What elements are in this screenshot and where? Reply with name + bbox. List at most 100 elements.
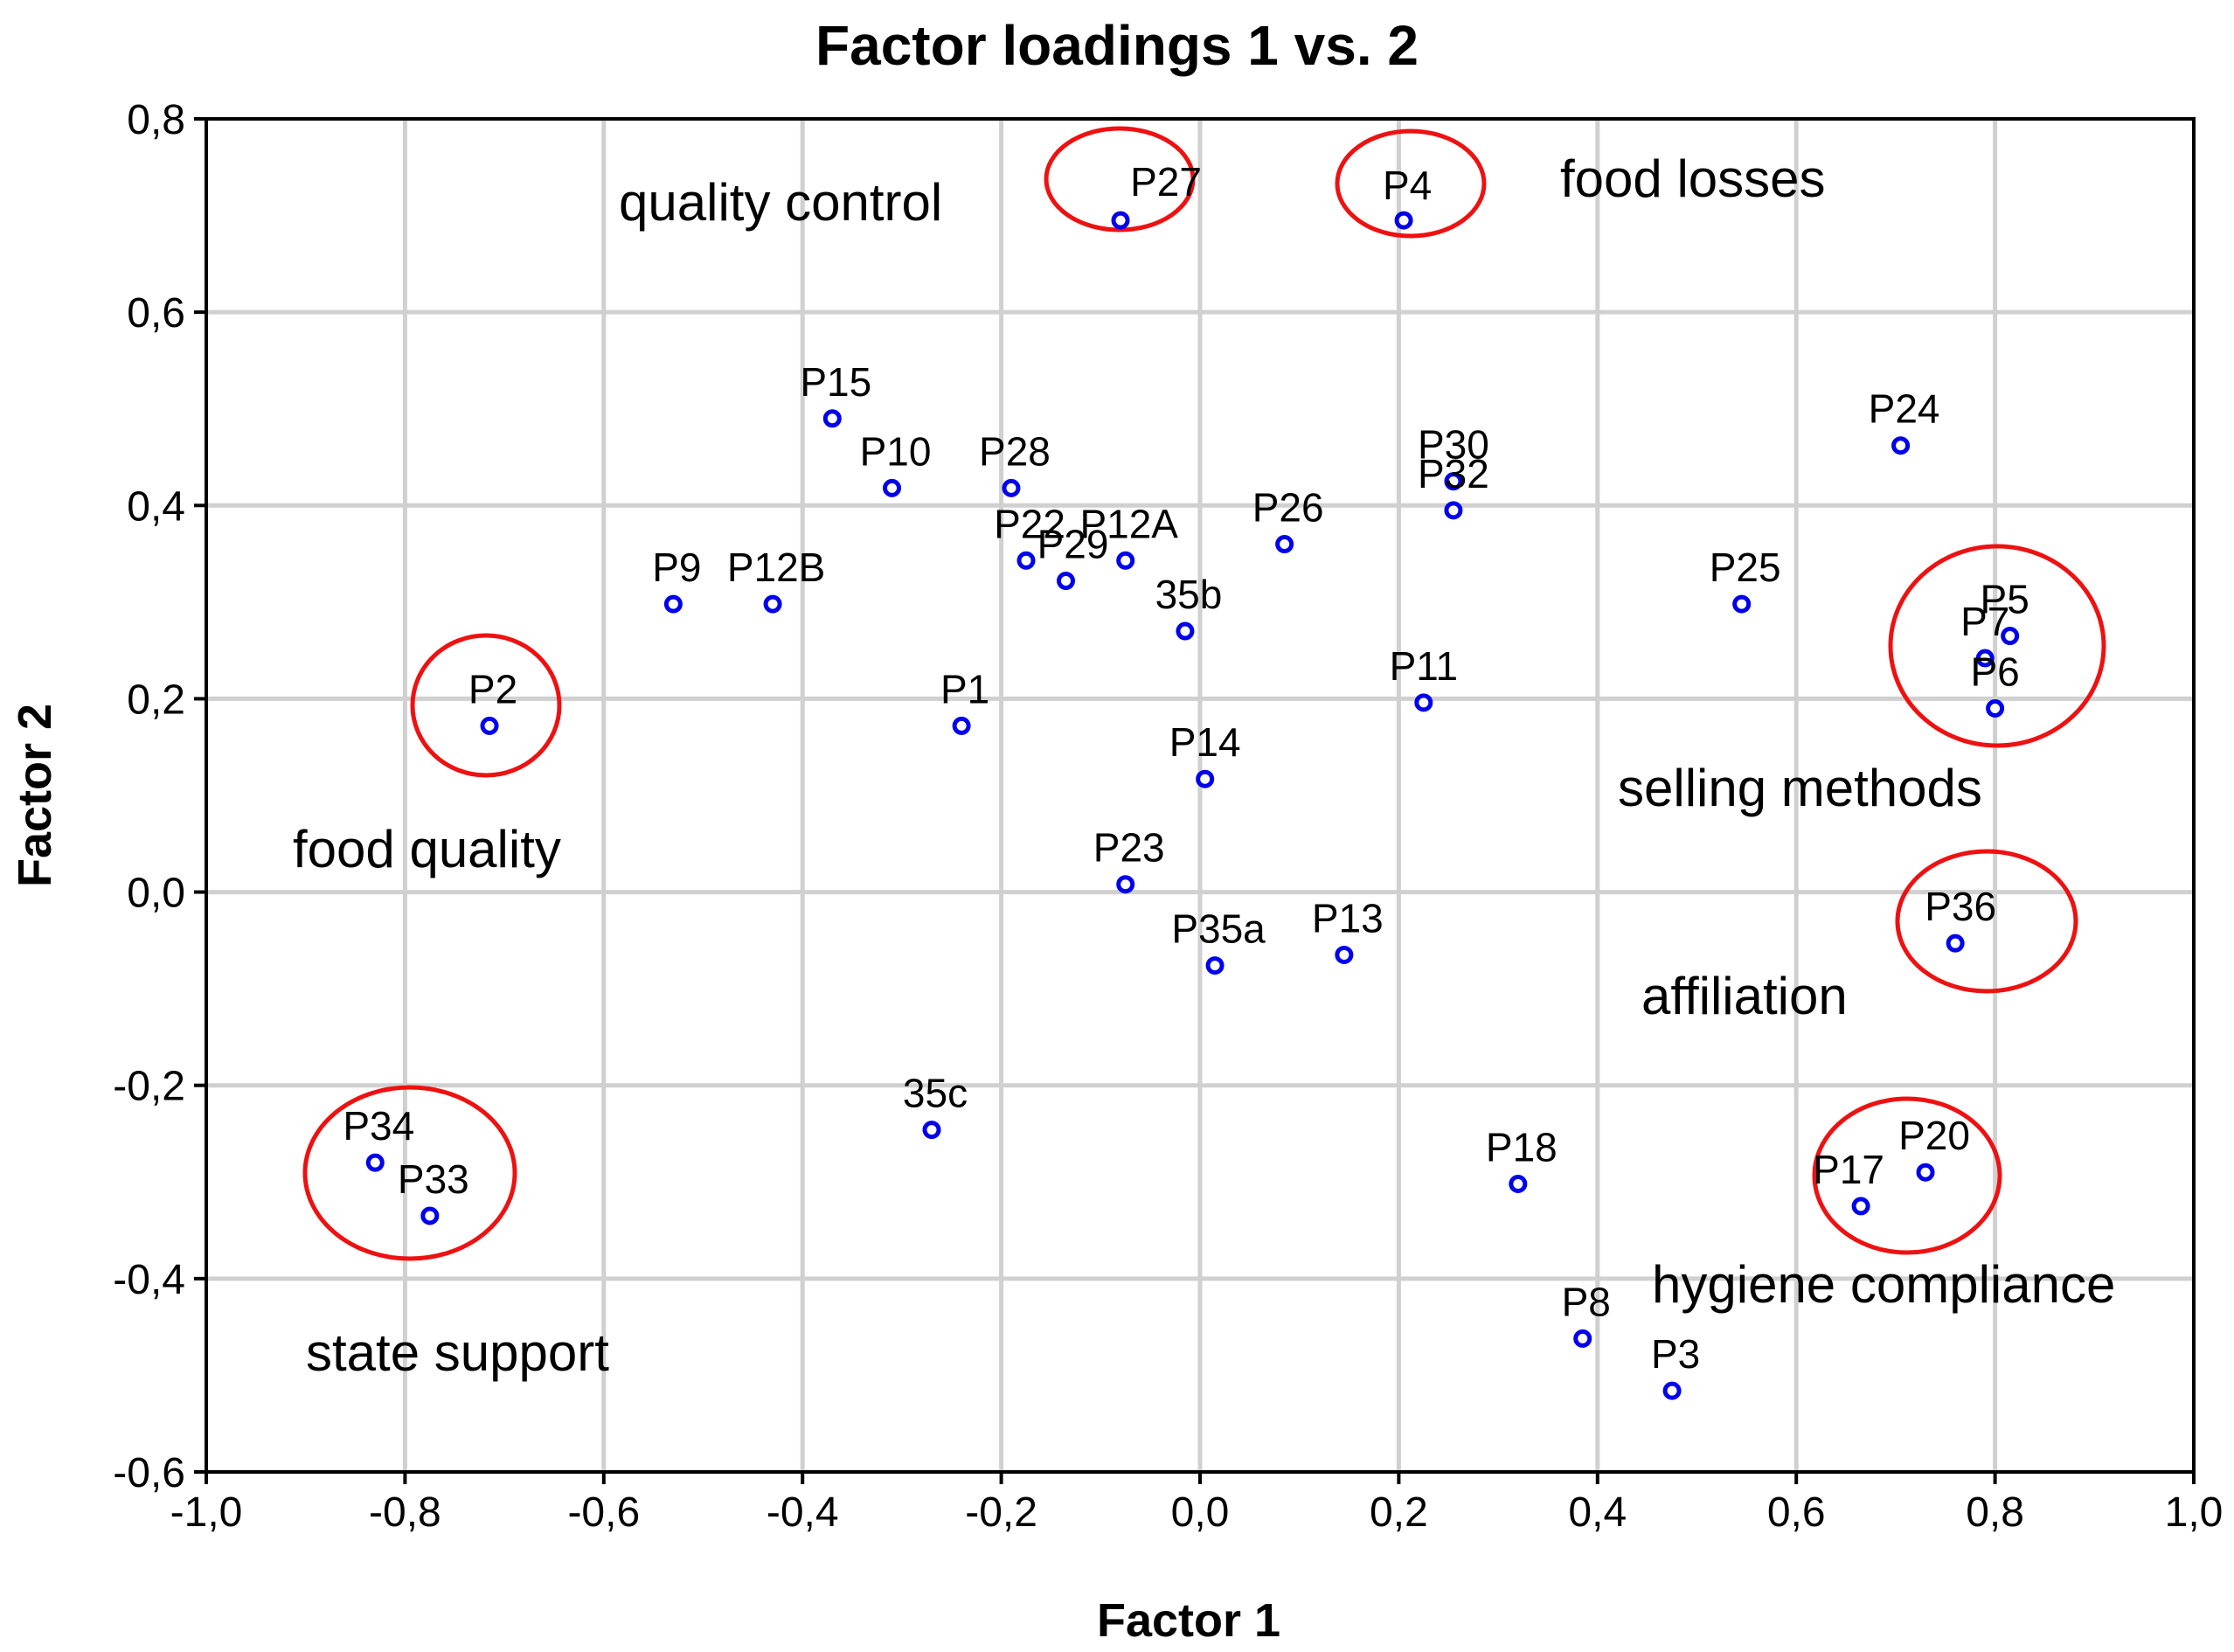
x-tick-label: -0,2 <box>965 1489 1037 1536</box>
point-p12a <box>1116 551 1135 570</box>
point-label-p17: P17 <box>1813 1147 1884 1192</box>
point-label-p5: P5 <box>1981 577 2029 622</box>
point-p17 <box>1851 1197 1870 1216</box>
x-tick-label: 0,4 <box>1568 1489 1627 1536</box>
point-p15 <box>822 409 842 428</box>
point-label-p12a: P12A <box>1079 501 1178 546</box>
point-label-35c: 35c <box>903 1071 968 1116</box>
x-tick-label: 1,0 <box>2165 1489 2224 1536</box>
highlight-ellipse-state-support <box>302 1085 517 1261</box>
point-label-p8: P8 <box>1562 1279 1611 1324</box>
point-p12b <box>763 594 782 614</box>
point-label-p33: P33 <box>398 1156 469 1202</box>
point-p25 <box>1732 594 1752 614</box>
point-p20 <box>1916 1163 1935 1182</box>
y-tick-label: -0,6 <box>113 1450 185 1496</box>
point-label-p9: P9 <box>652 545 701 590</box>
point-label-p22: P22 <box>994 501 1065 546</box>
point-label-p14: P14 <box>1169 719 1241 765</box>
highlight-ellipse-food-losses <box>1335 128 1487 239</box>
point-label-p2: P2 <box>468 666 517 711</box>
point-p8 <box>1573 1329 1592 1348</box>
x-tick-label: 0,2 <box>1370 1489 1428 1536</box>
point-label-p35a: P35a <box>1171 906 1266 952</box>
y-axis-ticks: -0,6 -0,4 -0,2 0,0 0,2 0,4 0,6 0,8 <box>113 97 206 1496</box>
point-label-p13: P13 <box>1312 895 1384 941</box>
point-label-p10: P10 <box>860 428 932 474</box>
point-p23 <box>1116 875 1135 894</box>
point-label-35b: 35b <box>1155 572 1223 617</box>
annotation-affiliation: affiliation <box>1641 967 1848 1025</box>
point-p6 <box>1986 698 2005 718</box>
point-label-p3: P3 <box>1651 1331 1700 1377</box>
group-annotations: quality control food losses food quality se… <box>293 149 2115 1382</box>
point-label-p24: P24 <box>1869 386 1940 432</box>
point-label-p25: P25 <box>1710 545 1781 590</box>
point-35b <box>1176 621 1195 641</box>
highlight-ellipse-food-quality <box>410 633 562 778</box>
annotation-selling-methods: selling methods <box>1618 759 1982 817</box>
annotation-quality-control: quality control <box>619 173 942 232</box>
point-label-p11: P11 <box>1390 643 1458 689</box>
point-p14 <box>1196 769 1215 788</box>
x-tick-label: 0,8 <box>1966 1489 2024 1536</box>
y-tick-label: 0,0 <box>127 871 185 917</box>
chart-title: Factor loadings 1 vs. 2 <box>815 14 1419 77</box>
point-p26 <box>1275 535 1294 554</box>
point-p7 <box>1975 649 1995 668</box>
y-tick-label: 0,8 <box>127 97 185 143</box>
point-label-p6: P6 <box>1970 649 2019 694</box>
point-p29 <box>1057 572 1076 591</box>
point-p11 <box>1414 693 1433 712</box>
y-tick-label: -0,2 <box>113 1064 185 1110</box>
x-tick-label: 0,6 <box>1767 1489 1826 1536</box>
point-p18 <box>1509 1174 1528 1193</box>
point-35c <box>922 1121 941 1140</box>
annotation-state-support: state support <box>306 1323 609 1382</box>
point-p30 <box>1444 472 1463 491</box>
x-tick-label: -0,6 <box>567 1489 640 1536</box>
x-axis-label: Factor 1 <box>1097 1594 1280 1647</box>
annotation-food-losses: food losses <box>1560 149 1826 208</box>
y-tick-label: 0,2 <box>127 677 185 723</box>
point-p4 <box>1394 211 1413 230</box>
point-label-p26: P26 <box>1252 485 1324 531</box>
point-p34 <box>365 1153 385 1172</box>
point-label-p15: P15 <box>800 359 871 405</box>
y-axis-label: Factor 2 <box>9 704 61 887</box>
point-p2 <box>480 716 499 735</box>
point-label-p1: P1 <box>940 666 989 711</box>
highlight-ellipse-hygiene-compliance <box>1812 1096 2002 1255</box>
point-p36 <box>1946 934 1965 953</box>
highlight-ellipse-selling-methods <box>1888 544 2106 748</box>
point-p27 <box>1111 211 1130 230</box>
point-label-p30: P30 <box>1418 422 1489 468</box>
point-p1 <box>952 716 971 735</box>
point-label-p20: P20 <box>1898 1113 1970 1158</box>
y-tick-label: 0,4 <box>127 483 185 530</box>
x-tick-label: 0,0 <box>1171 1489 1230 1536</box>
y-tick-label: 0,6 <box>127 290 185 337</box>
point-label-p23: P23 <box>1093 825 1165 871</box>
highlight-ellipses <box>302 126 2106 1261</box>
point-p5 <box>2001 627 2020 646</box>
point-label-p12b: P12B <box>727 545 826 590</box>
point-label-p27: P27 <box>1130 159 1202 205</box>
point-p24 <box>1891 436 1911 455</box>
point-p33 <box>420 1206 440 1225</box>
point-p28 <box>1002 478 1021 497</box>
point-p13 <box>1335 945 1354 964</box>
point-label-p28: P28 <box>979 428 1051 474</box>
point-p32 <box>1444 501 1463 520</box>
x-axis-ticks: -1,0 -0,8 -0,6 -0,4 -0,2 0,0 0,2 0,4 0,6 0,8 1,0 <box>170 1472 2224 1536</box>
point-p10 <box>883 478 902 497</box>
point-p35a <box>1205 956 1225 975</box>
point-p3 <box>1662 1381 1682 1400</box>
annotation-hygiene-compliance: hygiene compliance <box>1652 1255 2115 1314</box>
grid <box>206 119 2194 1472</box>
point-label-p29: P29 <box>1037 522 1109 567</box>
annotation-food-quality: food quality <box>293 820 561 878</box>
point-label-p36: P36 <box>1925 884 1996 929</box>
